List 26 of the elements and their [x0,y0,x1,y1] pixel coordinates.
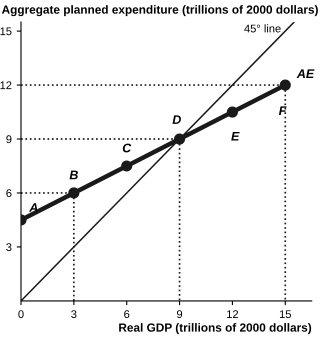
x-tick-label: 0 [18,310,24,318]
annotation: B [70,170,78,180]
x-tick-label: 15 [280,310,291,318]
y-tick-label: 6 [6,189,12,198]
x-tick-label: 6 [124,310,130,318]
annotation: E [231,132,240,141]
y-tick-label: 9 [6,135,12,144]
annotation: A [29,203,38,212]
annotation: C [122,144,132,152]
x-tick-label: 12 [227,310,238,318]
point [280,80,291,91]
x-axis-title: Real GDP (trillions of 2000 dollars) [119,323,312,334]
y-tick-label: 3 [6,243,12,252]
y-tick-label: 15 [0,27,12,36]
point [226,106,238,118]
annotation: 45° line [244,24,281,32]
annotation: D [172,115,181,124]
y-axis-title: Aggregate planned expenditure (trillions of 2000 dollars) [2,5,318,16]
x-tick-label: 3 [71,310,76,318]
annotation: F [278,106,287,115]
annotation: AE [296,69,315,78]
y-tick-label: 12 [0,81,12,90]
point [121,160,132,172]
x-tick-label: 9 [176,310,182,318]
point [174,133,186,145]
point [68,187,80,199]
